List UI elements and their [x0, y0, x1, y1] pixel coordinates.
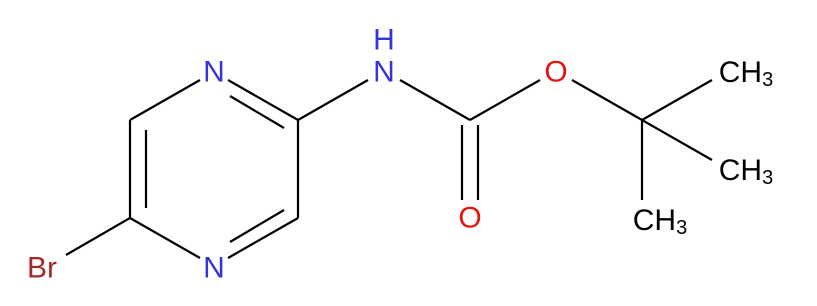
bond [229, 95, 285, 129]
atom-subscript: 3 [762, 69, 773, 91]
atom-label: O [544, 56, 567, 89]
atom-label: CH3 [719, 56, 773, 92]
atom-label: CH3 [633, 204, 687, 240]
bond [229, 209, 285, 243]
bond [399, 79, 471, 121]
bond [227, 217, 299, 259]
bond [469, 79, 541, 121]
atom-label: N [203, 56, 225, 89]
bond [129, 79, 201, 121]
bond [641, 119, 713, 161]
bond [129, 217, 201, 259]
atom-label: O [458, 202, 481, 235]
bond [65, 217, 131, 256]
atom-label: CH3 [719, 154, 773, 190]
atom-subscript: 3 [676, 217, 687, 239]
atom-labels: N N Br N H O O CH3 CH3 CH3 [27, 24, 773, 285]
bond [297, 79, 369, 121]
atom-text: CH [719, 154, 762, 187]
bonds [65, 79, 713, 259]
atom-hydrogen: H [373, 24, 395, 57]
atom-text: CH [719, 56, 762, 89]
atom-text: CH [633, 204, 676, 237]
bond [227, 79, 299, 121]
bond [641, 79, 713, 121]
atom-label: N [373, 56, 395, 89]
atom-label: Br [27, 252, 57, 285]
atom-label: N [203, 252, 225, 285]
atom-subscript: 3 [762, 167, 773, 189]
bond [571, 79, 643, 121]
